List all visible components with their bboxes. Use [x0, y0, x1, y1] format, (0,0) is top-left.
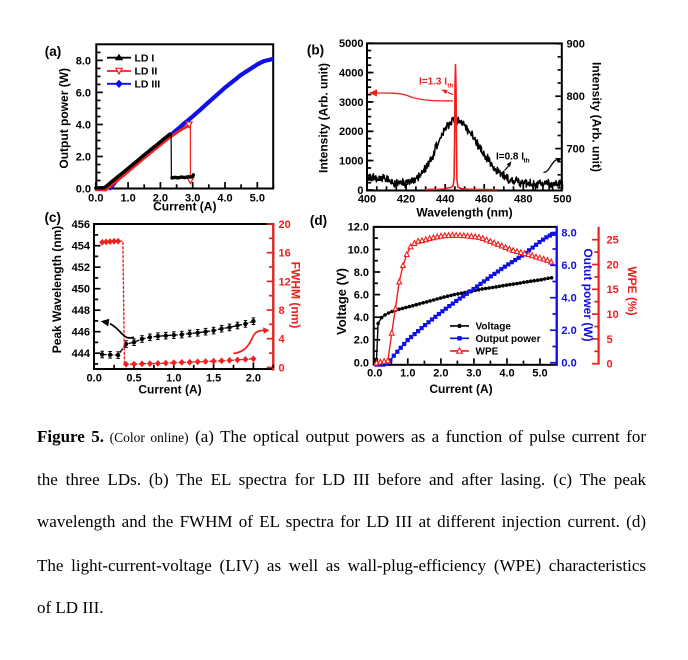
svg-text:LD I: LD I: [135, 52, 155, 64]
svg-text:1.0: 1.0: [166, 373, 181, 385]
svg-text:4.0: 4.0: [499, 367, 514, 379]
svg-text:2.0: 2.0: [246, 373, 261, 385]
svg-text:3.0: 3.0: [185, 192, 200, 204]
svg-text:800: 800: [567, 91, 585, 103]
svg-text:LD III: LD III: [135, 79, 161, 91]
svg-text:1.5: 1.5: [206, 373, 221, 385]
svg-text:5000: 5000: [339, 38, 363, 50]
svg-text:8.0: 8.0: [561, 228, 576, 240]
svg-text:456: 456: [72, 219, 90, 231]
svg-text:448: 448: [72, 305, 90, 317]
svg-text:500: 500: [553, 194, 571, 206]
svg-text:2.0: 2.0: [153, 192, 168, 204]
svg-text:20: 20: [607, 259, 619, 271]
svg-text:0.0: 0.0: [354, 357, 369, 369]
svg-text:0.5: 0.5: [126, 373, 141, 385]
svg-text:Intensity (Arb. unit): Intensity (Arb. unit): [590, 62, 604, 172]
svg-text:Current (A): Current (A): [429, 382, 492, 396]
svg-text:FWHM (nm): FWHM (nm): [289, 262, 303, 329]
svg-text:440: 440: [436, 194, 454, 206]
svg-text:10.0: 10.0: [348, 244, 369, 256]
svg-text:454: 454: [72, 241, 91, 253]
svg-text:(a): (a): [45, 44, 62, 59]
svg-text:5.0: 5.0: [250, 192, 265, 204]
svg-text:Current (A): Current (A): [138, 383, 201, 397]
svg-text:8: 8: [279, 305, 285, 317]
svg-text:10: 10: [607, 309, 619, 321]
svg-text:480: 480: [514, 194, 532, 206]
svg-text:4.0: 4.0: [354, 312, 369, 324]
svg-text:th: th: [447, 83, 453, 90]
svg-text:I=1.3 I: I=1.3 I: [419, 77, 447, 88]
svg-text:3000: 3000: [339, 97, 363, 109]
svg-text:2.0: 2.0: [76, 151, 91, 163]
svg-text:3.0: 3.0: [466, 367, 481, 379]
svg-text:452: 452: [72, 262, 90, 274]
svg-text:1.0: 1.0: [120, 192, 135, 204]
svg-text:4: 4: [279, 334, 286, 346]
svg-text:0: 0: [357, 185, 363, 197]
svg-text:12.0: 12.0: [348, 222, 369, 234]
svg-text:16: 16: [279, 248, 291, 260]
svg-text:0.0: 0.0: [76, 183, 91, 195]
svg-text:25: 25: [607, 235, 619, 247]
svg-text:15: 15: [607, 284, 619, 296]
svg-text:Voltage (V): Voltage (V): [334, 268, 349, 335]
svg-text:0: 0: [607, 359, 613, 371]
svg-text:1.0: 1.0: [400, 367, 415, 379]
svg-text:th: th: [524, 157, 530, 164]
svg-text:Wavelength (nm): Wavelength (nm): [416, 205, 512, 219]
svg-text:4000: 4000: [339, 68, 363, 80]
svg-text:Voltage: Voltage: [476, 322, 512, 333]
svg-text:0.0: 0.0: [87, 373, 102, 385]
svg-text:20: 20: [279, 219, 291, 231]
svg-text:(c): (c): [44, 210, 61, 225]
svg-text:Current (A): Current (A): [153, 199, 216, 213]
svg-text:12: 12: [279, 276, 291, 288]
svg-text:Peak Wavelength (nm): Peak Wavelength (nm): [50, 226, 64, 354]
svg-text:460: 460: [475, 194, 493, 206]
svg-text:WPE: WPE: [476, 347, 499, 358]
svg-text:420: 420: [397, 194, 415, 206]
svg-text:4.0: 4.0: [561, 293, 576, 305]
svg-text:6.0: 6.0: [561, 260, 576, 272]
svg-text:700: 700: [567, 144, 585, 156]
svg-text:0: 0: [279, 362, 285, 374]
svg-text:450: 450: [72, 284, 90, 296]
svg-text:6.0: 6.0: [76, 87, 91, 99]
svg-text:0.0: 0.0: [88, 192, 103, 204]
svg-text:WPE (%): WPE (%): [625, 266, 639, 315]
svg-text:Output power: Output power: [476, 334, 541, 345]
svg-text:(d): (d): [310, 213, 327, 228]
svg-text:I=0.8 I: I=0.8 I: [496, 152, 524, 163]
svg-text:Intensity (Arb. unit): Intensity (Arb. unit): [317, 63, 331, 173]
svg-text:(b): (b): [307, 43, 324, 58]
svg-text:0.0: 0.0: [367, 367, 382, 379]
svg-text:1000: 1000: [339, 156, 363, 168]
svg-text:LD II: LD II: [135, 66, 158, 78]
svg-text:Output power (W): Output power (W): [57, 68, 71, 169]
svg-text:2000: 2000: [339, 126, 363, 138]
svg-text:4.0: 4.0: [217, 192, 232, 204]
svg-text:8.0: 8.0: [76, 55, 91, 67]
svg-text:2.0: 2.0: [561, 325, 576, 337]
svg-text:8.0: 8.0: [354, 267, 369, 279]
svg-text:5.0: 5.0: [532, 367, 547, 379]
svg-text:900: 900: [567, 39, 585, 51]
svg-text:446: 446: [72, 327, 90, 339]
svg-text:0.0: 0.0: [561, 358, 576, 370]
svg-text:2.0: 2.0: [433, 367, 448, 379]
svg-text:6.0: 6.0: [354, 290, 369, 302]
svg-text:2.0: 2.0: [354, 335, 369, 347]
svg-text:5: 5: [607, 334, 613, 346]
svg-text:400: 400: [358, 194, 376, 206]
svg-text:4.0: 4.0: [76, 119, 91, 131]
svg-text:Outut power (W): Outut power (W): [581, 248, 595, 341]
svg-text:444: 444: [72, 348, 91, 360]
